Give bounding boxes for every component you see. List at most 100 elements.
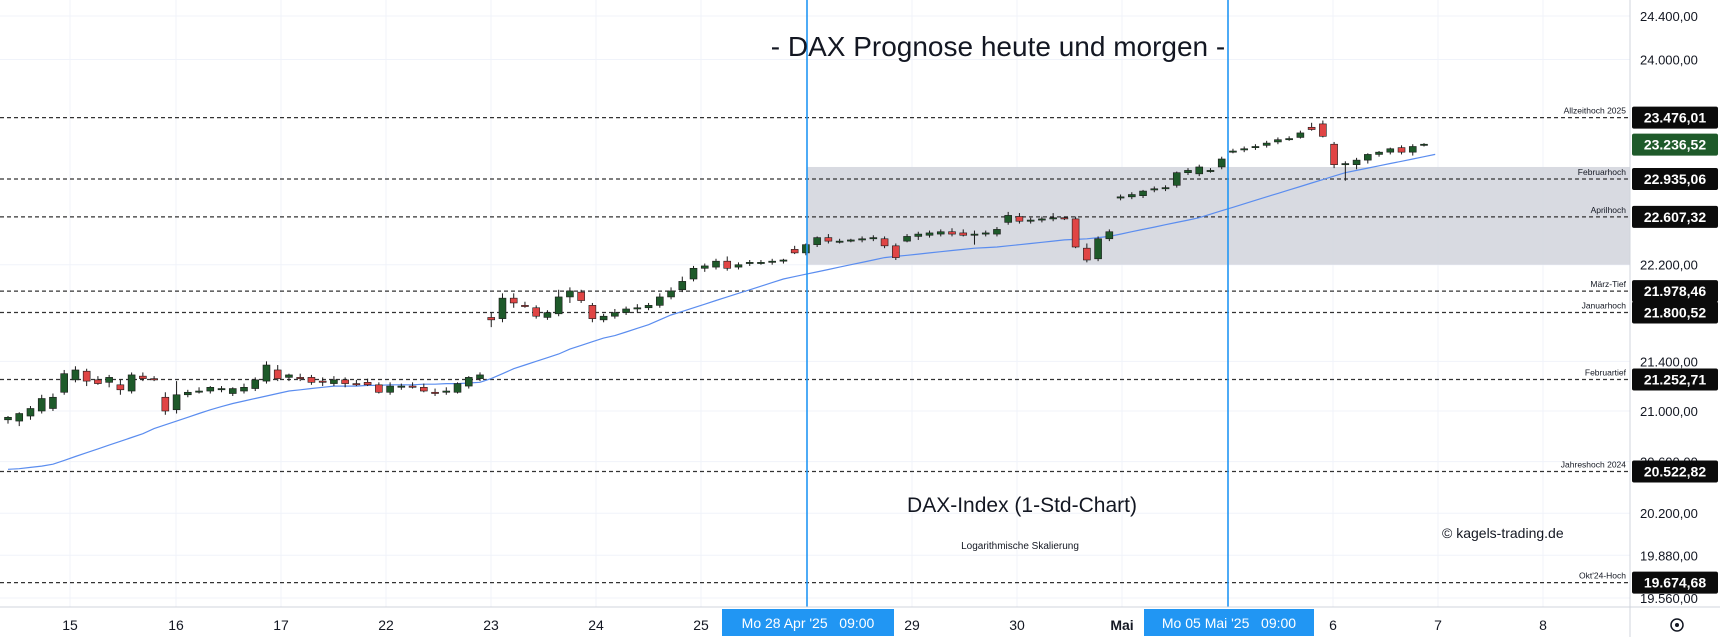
candle[interactable] bbox=[678, 276, 687, 293]
candle[interactable] bbox=[656, 293, 664, 308]
candle[interactable] bbox=[858, 236, 866, 243]
candle[interactable] bbox=[341, 377, 349, 388]
candle[interactable] bbox=[689, 265, 698, 282]
candle[interactable] bbox=[611, 308, 619, 319]
candle[interactable] bbox=[195, 387, 203, 394]
candle[interactable] bbox=[1172, 171, 1181, 188]
candle[interactable] bbox=[1195, 164, 1204, 177]
candle[interactable] bbox=[1139, 189, 1147, 198]
candle[interactable] bbox=[1296, 130, 1305, 139]
candle[interactable] bbox=[543, 310, 552, 320]
candle[interactable] bbox=[824, 234, 833, 244]
candle[interactable] bbox=[1105, 229, 1114, 242]
candle[interactable] bbox=[82, 368, 91, 387]
candle[interactable] bbox=[880, 236, 889, 249]
candle[interactable] bbox=[273, 365, 282, 382]
candle[interactable] bbox=[802, 243, 810, 256]
candle[interactable] bbox=[71, 366, 80, 383]
candle[interactable] bbox=[1071, 216, 1080, 249]
candle[interactable] bbox=[464, 376, 473, 389]
settings-gear-icon[interactable] bbox=[1670, 618, 1684, 632]
candle[interactable] bbox=[768, 258, 776, 265]
candle[interactable] bbox=[172, 381, 181, 414]
candle[interactable] bbox=[835, 238, 844, 244]
candle[interactable] bbox=[1015, 213, 1024, 224]
candle[interactable] bbox=[1128, 192, 1136, 200]
candle[interactable] bbox=[757, 259, 765, 265]
candle[interactable] bbox=[577, 289, 585, 303]
candle[interactable] bbox=[644, 302, 653, 311]
candle[interactable] bbox=[408, 382, 417, 389]
candle[interactable] bbox=[948, 228, 956, 237]
candle[interactable] bbox=[251, 377, 260, 392]
candle[interactable] bbox=[139, 372, 147, 382]
candle[interactable] bbox=[228, 387, 237, 397]
candle[interactable] bbox=[734, 262, 743, 270]
candle[interactable] bbox=[1319, 120, 1327, 138]
candle[interactable] bbox=[1386, 147, 1395, 155]
candle[interactable] bbox=[352, 379, 361, 387]
candle[interactable] bbox=[1116, 194, 1125, 201]
candle[interactable] bbox=[813, 236, 821, 248]
candle[interactable] bbox=[442, 387, 451, 395]
candle[interactable] bbox=[453, 382, 462, 394]
candle[interactable] bbox=[925, 230, 934, 238]
candle[interactable] bbox=[1307, 122, 1316, 131]
candle[interactable] bbox=[1161, 185, 1170, 192]
candle[interactable] bbox=[206, 386, 215, 394]
candle[interactable] bbox=[285, 373, 293, 382]
candle[interactable] bbox=[1375, 151, 1383, 157]
candle[interactable] bbox=[184, 389, 192, 398]
candle[interactable] bbox=[307, 374, 316, 385]
candles[interactable] bbox=[4, 120, 1428, 427]
candle[interactable] bbox=[700, 263, 709, 272]
candle[interactable] bbox=[397, 383, 406, 390]
candle[interactable] bbox=[622, 306, 630, 316]
candle[interactable] bbox=[903, 234, 911, 243]
candle[interactable] bbox=[1262, 140, 1271, 148]
candle[interactable] bbox=[1408, 144, 1417, 156]
candle[interactable] bbox=[1240, 146, 1248, 153]
candle[interactable] bbox=[1150, 186, 1159, 193]
candle[interactable] bbox=[892, 243, 900, 260]
candle[interactable] bbox=[554, 289, 563, 317]
candle[interactable] bbox=[723, 256, 732, 271]
candle[interactable] bbox=[566, 287, 574, 303]
candle[interactable] bbox=[869, 235, 878, 242]
candle[interactable] bbox=[1038, 216, 1046, 223]
candle[interactable] bbox=[420, 383, 428, 393]
candle[interactable] bbox=[296, 373, 304, 382]
candle[interactable] bbox=[633, 304, 642, 313]
candle[interactable] bbox=[1420, 143, 1428, 147]
candle[interactable] bbox=[936, 229, 945, 237]
candle[interactable] bbox=[487, 312, 496, 328]
candle[interactable] bbox=[476, 372, 484, 382]
candle[interactable] bbox=[4, 416, 12, 424]
candle[interactable] bbox=[1251, 144, 1260, 150]
candle[interactable] bbox=[1083, 243, 1091, 263]
candle[interactable] bbox=[1274, 137, 1282, 145]
candle[interactable] bbox=[790, 245, 799, 255]
candle[interactable] bbox=[363, 378, 372, 387]
candle[interactable] bbox=[1026, 217, 1035, 224]
candle[interactable] bbox=[1364, 153, 1372, 164]
candle[interactable] bbox=[532, 305, 540, 319]
candle[interactable] bbox=[970, 230, 979, 245]
candle[interactable] bbox=[1229, 148, 1237, 154]
candle[interactable] bbox=[318, 377, 327, 387]
candle[interactable] bbox=[217, 386, 226, 393]
candle[interactable] bbox=[745, 259, 754, 266]
candle[interactable] bbox=[1285, 136, 1293, 141]
candle[interactable] bbox=[26, 406, 35, 420]
candle[interactable] bbox=[599, 313, 608, 323]
candle[interactable] bbox=[150, 376, 158, 382]
candle[interactable] bbox=[105, 374, 113, 388]
candle[interactable] bbox=[509, 293, 518, 308]
candle[interactable] bbox=[993, 227, 1001, 237]
candle[interactable] bbox=[37, 394, 46, 414]
time-axis[interactable]: 15 16 17 22 23 24 25 29 30 Mai 6 7 8 bbox=[62, 617, 1547, 633]
candle[interactable] bbox=[386, 382, 394, 395]
candle[interactable] bbox=[1004, 211, 1012, 225]
candle[interactable] bbox=[161, 392, 170, 415]
